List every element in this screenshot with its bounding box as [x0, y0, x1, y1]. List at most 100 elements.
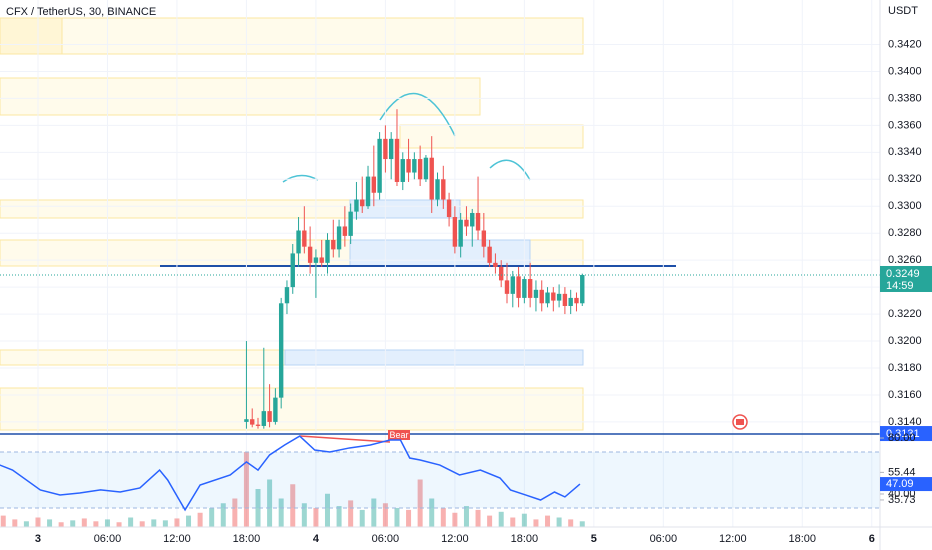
candle-body — [412, 159, 417, 173]
candle-body — [365, 176, 371, 207]
candle-body — [551, 292, 556, 301]
volume-bar — [128, 517, 134, 527]
candle-body — [423, 157, 429, 180]
candle-body — [331, 239, 336, 250]
candle-body — [481, 230, 487, 247]
candle-body — [290, 253, 295, 288]
candle-body — [348, 211, 353, 236]
candle-body — [504, 280, 510, 294]
x-tick-label: 06:00 — [650, 533, 678, 545]
candle-body — [388, 138, 394, 160]
volume-bar — [313, 508, 319, 527]
y-tick-label: 0.3280 — [888, 227, 922, 239]
candle-body — [244, 419, 249, 422]
volume-bar — [510, 517, 516, 527]
x-tick-label: 4 — [313, 533, 320, 545]
volume-bar — [35, 517, 41, 527]
fvg-zone — [349, 239, 531, 267]
candle-body — [360, 199, 365, 207]
candle-body — [539, 289, 544, 304]
candle-body — [371, 176, 377, 193]
x-tick-label: 12:00 — [441, 533, 469, 545]
candle-body — [267, 411, 272, 422]
last-price-label: 0.3249 — [886, 268, 920, 280]
volume-bar — [498, 511, 504, 527]
volume-bar — [220, 503, 226, 527]
supply-zone — [399, 124, 584, 149]
volume-bar — [440, 508, 446, 527]
volume-bar — [452, 512, 458, 527]
volume-bar — [301, 503, 307, 527]
candle-body — [533, 289, 539, 298]
event-icon-flag — [736, 419, 744, 425]
volume-bar — [267, 479, 273, 527]
volume-bar — [255, 489, 261, 527]
x-tick-label: 06:00 — [372, 533, 400, 545]
candle-body — [493, 262, 498, 267]
grid — [0, 0, 880, 527]
supply-zone — [0, 17, 63, 55]
volume-bar — [139, 521, 145, 527]
candle-body — [325, 239, 330, 263]
candle-body — [417, 159, 423, 180]
candle-body — [452, 217, 458, 247]
chart-title: CFX / TetherUS, 30, BINANCE — [6, 6, 156, 18]
y-tick-label: 0.3380 — [888, 92, 922, 104]
candle-body — [250, 419, 255, 425]
candle-body — [273, 397, 278, 422]
candle-body — [545, 292, 550, 304]
volume-bar — [371, 498, 377, 527]
volume-bar — [568, 519, 574, 527]
candle-body — [580, 274, 585, 304]
x-tick-label: 5 — [591, 533, 597, 545]
low-line-label: 0.3131 — [886, 428, 920, 440]
volume-bar — [336, 506, 342, 527]
volume-bar — [12, 519, 18, 527]
candle-body — [574, 297, 579, 304]
volume-bar — [394, 508, 400, 527]
candle-body — [406, 159, 411, 173]
y-tick-label: 0.3200 — [888, 335, 922, 347]
volume-bar — [162, 520, 168, 527]
x-tick-label: 18:00 — [789, 533, 817, 545]
currency: USDT — [888, 5, 918, 17]
axes: 0.3420 0.3400 0.3380 0.3360 0.3340 0.3320 0.33… — [35, 38, 932, 545]
volume-bar — [521, 513, 527, 527]
volume-bars — [0, 451, 585, 527]
candle-body — [400, 159, 405, 182]
volume-bar — [186, 515, 192, 527]
x-tick-label: 06:00 — [94, 533, 122, 545]
volume-bar — [174, 518, 180, 527]
candle-body — [562, 293, 568, 306]
candle-body — [307, 246, 313, 263]
fvg-zone — [284, 349, 584, 366]
volume-bar — [487, 515, 493, 527]
candle-body — [458, 219, 463, 247]
y-tick-label: 0.3140 — [888, 416, 922, 428]
volume-bar — [243, 451, 249, 527]
candle-body — [556, 293, 562, 301]
y-tick-label: 0.3420 — [888, 38, 922, 50]
shoulder-arc — [489, 159, 531, 181]
candle-body — [435, 179, 440, 200]
demand-zone — [0, 387, 584, 431]
rsi-panel: Bear — [0, 430, 880, 512]
candle-body — [319, 257, 324, 263]
supply-zone — [0, 77, 481, 116]
y-tick-label: 0.3220 — [888, 308, 922, 320]
x-tick-label: 12:00 — [163, 533, 191, 545]
volume-bar — [151, 519, 157, 527]
candle-body — [441, 179, 446, 200]
low-line-box — [880, 426, 932, 442]
volume-bar — [104, 519, 110, 527]
volume-bar — [290, 484, 296, 527]
volume-bar — [47, 519, 53, 527]
fvg-zone — [349, 199, 461, 219]
rsi-last-box — [880, 477, 932, 492]
candle-body — [527, 279, 533, 298]
head-arc — [379, 92, 456, 137]
rsi-tick-label: 35.73 — [888, 494, 916, 506]
y-tick-label: 0.3160 — [888, 389, 922, 401]
countdown: 14:59 — [886, 280, 914, 292]
